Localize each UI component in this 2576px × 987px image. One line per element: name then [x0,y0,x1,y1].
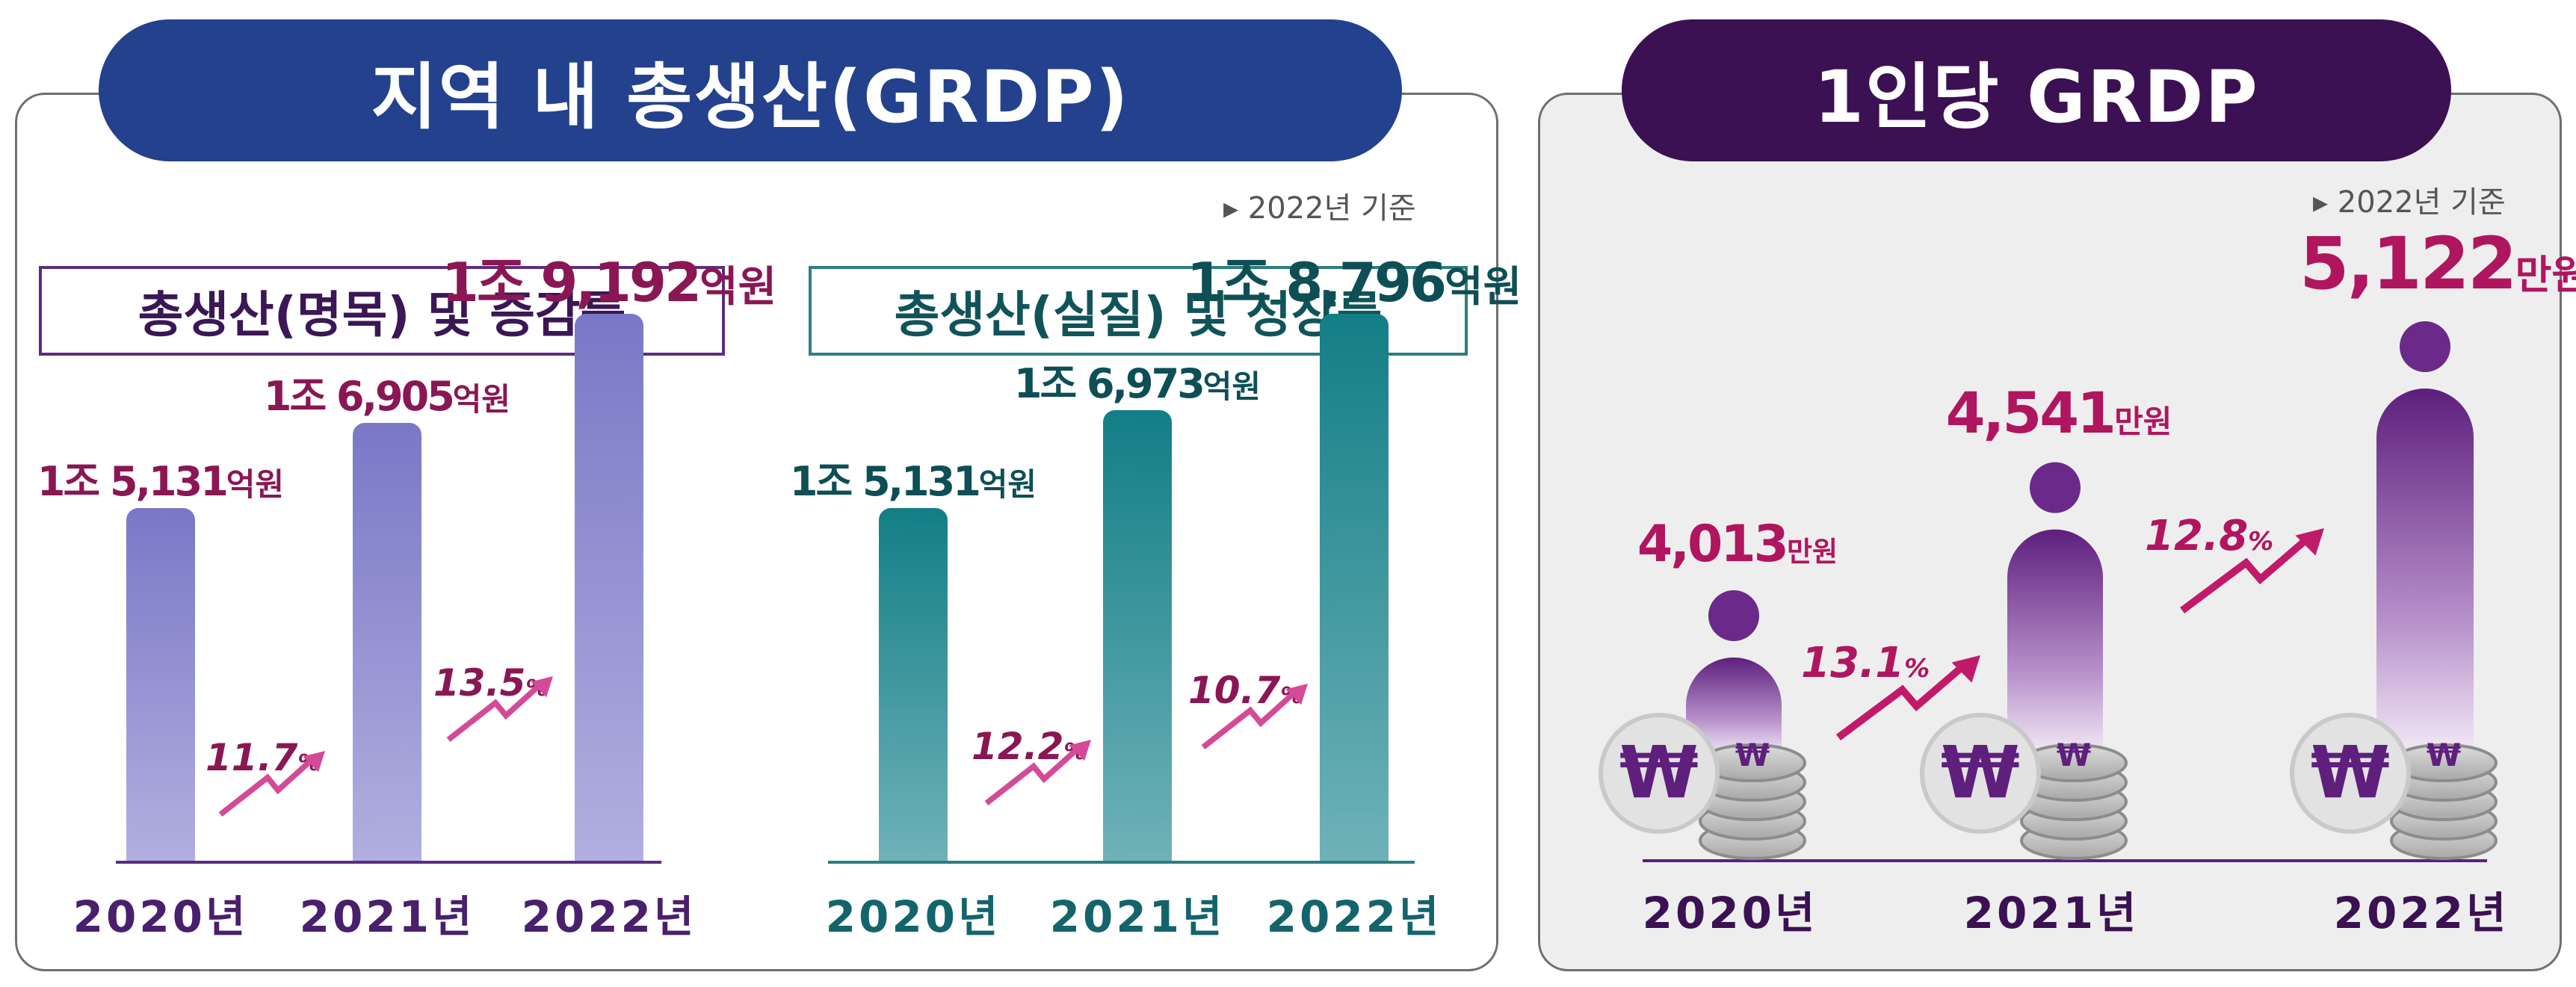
value-label-unit: 억원 [226,465,285,503]
trend-arrow-icon [1201,684,1308,750]
value-label-unit: 억원 [978,465,1037,503]
value-label-unit: 억원 [1445,263,1522,312]
value-label-main: 1조 5,131 [789,457,981,505]
growth-rate-label: 10.7% [1188,669,1303,712]
growth-rate-label: 12.8% [2145,512,2273,560]
per-capita-value-label: 4,013만원 [1637,515,1838,574]
bar-value-label: 1조 9,192억원 [442,238,776,317]
bar-2022년 [575,314,643,861]
value-label-main: 4,541 [1945,380,2116,447]
won-symbol-icon: ₩ [1735,737,1770,773]
person-head-icon [2030,462,2081,513]
x-axis-line [828,861,1415,864]
person-body-bar [1686,658,1782,755]
rate-unit: % [1904,654,1930,684]
value-label-main: 1조 6,973 [1013,360,1205,408]
x-tick-label: 2022년 [2333,888,2509,938]
value-label-main: 1조 6,905 [263,373,455,421]
value-label-main: 1조 9,192 [441,251,702,315]
grdp-header: 지역 내 총생산(GRDP) [99,19,1402,161]
basis-note-right: ▸ 2022년 기준 [2313,185,2506,220]
bar-2021년 [353,423,421,861]
basis-note-left: ▸ 2022년 기준 [1223,191,1416,226]
won-symbol-icon: ₩ [1941,731,2020,814]
won-symbol-icon: ₩ [2427,737,2461,773]
won-coin-icon [1599,713,1720,834]
bar-2021년 [1103,410,1172,861]
trend-arrow-icon [446,676,553,743]
x-axis-line [116,861,661,864]
value-label-main: 1조 8,796 [1186,251,1447,315]
won-coin-icon [1920,713,2041,834]
bar-value-label: 1조 5,131억원 [790,448,1037,507]
won-symbol-icon: ₩ [2057,737,2091,773]
x-tick-label: 2020년 [825,891,1001,942]
trend-arrow-icon [984,740,1091,806]
x-axis-line [1643,859,2487,862]
per-capita-header: 1인당 GRDP [1622,19,2451,161]
per-capita-value-label: 4,541만원 [1946,380,2172,446]
bar-value-label: 1조 6,973억원 [1014,350,1261,409]
won-symbol-icon: ₩ [1619,731,1699,814]
x-tick-label: 2021년 [1049,891,1226,942]
bar-value-label: 1조 6,905억원 [264,363,510,422]
value-label-unit: 억원 [1202,368,1261,406]
value-label-unit: 억원 [452,381,511,418]
value-label-unit: 만원 [2515,252,2576,298]
rate-unit: % [2248,527,2274,557]
rate-value: 13.1 [1801,639,1905,687]
trend-arrow-icon [2180,528,2324,613]
x-tick-label: 2021년 [1963,888,2140,938]
value-label-main: 1조 5,131 [37,457,229,505]
person-body-bar [2007,529,2103,755]
x-tick-label: 2022년 [521,891,697,942]
x-tick-label: 2021년 [299,891,475,942]
won-symbol-icon: ₩ [2311,731,2390,814]
grdp-header-title: 지역 내 총생산(GRDP) [371,55,1130,139]
x-tick-label: 2020년 [72,891,249,942]
value-label-unit: 만원 [1787,535,1838,568]
trend-arrow-icon [1836,655,1980,740]
bar-2020년 [126,508,195,861]
real-chart-title-text: 총생산(실질) 및 성장률 [894,286,1383,344]
bar-value-label: 1조 5,131억원 [37,448,284,507]
growth-rate-label: 13.1% [1801,639,1930,687]
rate-value: 13.5 [433,661,526,705]
won-coin-icon [2290,713,2411,834]
growth-rate-label: 11.7% [206,736,320,779]
rate-value: 10.7 [1188,669,1281,712]
per-capita-header-title: 1인당 GRDP [1814,55,2259,139]
value-label-unit: 만원 [2114,403,2172,441]
rate-value: 12.2 [972,725,1064,768]
bar-value-label: 1조 8,796억원 [1187,238,1522,317]
person-body-bar [2376,389,2474,755]
rate-value: 11.7 [206,736,298,779]
value-label-main: 4,013 [1637,514,1789,574]
per-capita-value-label: 5,122만원 [2299,222,2576,306]
rate-value: 12.8 [2145,512,2249,560]
grdp-panel [15,93,1498,971]
person-head-icon [2400,321,2450,372]
value-label-main: 5,122 [2299,221,2518,306]
x-tick-label: 2022년 [1266,891,1442,942]
x-tick-label: 2020년 [1642,888,1818,938]
value-label-unit: 억원 [699,263,777,312]
bar-2022년 [1320,314,1389,861]
bar-2020년 [879,508,948,861]
person-head-icon [1708,590,1759,641]
trend-arrow-icon [218,751,325,817]
nominal-chart-title-text: 총생산(명목) 및 증감률 [138,286,626,344]
